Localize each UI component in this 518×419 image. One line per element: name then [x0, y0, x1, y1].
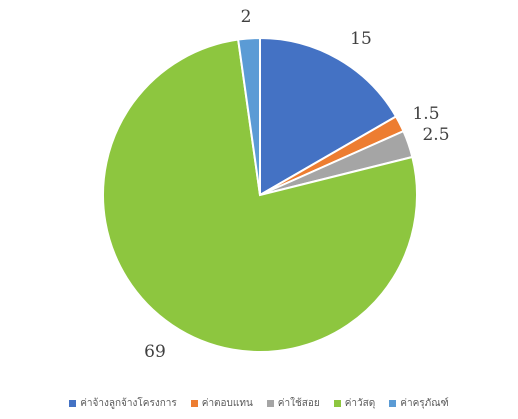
legend-swatch-1	[69, 399, 77, 407]
chart-legend: ค่าจ้างลูกจ้างโครงการ ค่าตอบแทน ค่าใช้สอย ค…	[0, 392, 518, 414]
legend-label-5: ค่าครุภัณฑ์	[400, 397, 449, 409]
legend-item-3: ค่าใช้สอย	[266, 396, 320, 411]
data-label-3: 2.5	[422, 125, 449, 145]
legend-item-4: ค่าวัสดุ	[333, 396, 376, 411]
legend-label-1: ค่าจ้างลูกจ้างโครงการ	[80, 397, 177, 409]
data-label-4: 69	[144, 342, 166, 362]
legend-label-3: ค่าใช้สอย	[277, 397, 320, 409]
data-label-1: 15	[350, 29, 372, 49]
legend-label-2: ค่าตอบแทน	[201, 397, 253, 409]
legend-item-2: ค่าตอบแทน	[190, 396, 253, 411]
pie-slices	[102, 36, 418, 353]
pie-data-labels: 15 1.52.5 69 2	[144, 7, 449, 362]
data-label-2: 1.5	[412, 104, 439, 124]
legend-swatch-5	[389, 399, 397, 407]
pie-chart-plot: 15 1.52.5 69 2	[102, 7, 450, 362]
pie-slice-4	[102, 38, 418, 353]
data-label-5: 2	[241, 7, 252, 27]
legend-label-4: ค่าวัสดุ	[344, 397, 376, 409]
legend-item-1: ค่าจ้างลูกจ้างโครงการ	[69, 396, 177, 411]
pie-slice-5	[237, 36, 261, 196]
legend-swatch-2	[190, 399, 198, 407]
legend-swatch-4	[333, 399, 341, 407]
legend-swatch-3	[266, 399, 274, 407]
legend-item-5: ค่าครุภัณฑ์	[389, 396, 449, 411]
pie-slice-1	[259, 36, 398, 197]
